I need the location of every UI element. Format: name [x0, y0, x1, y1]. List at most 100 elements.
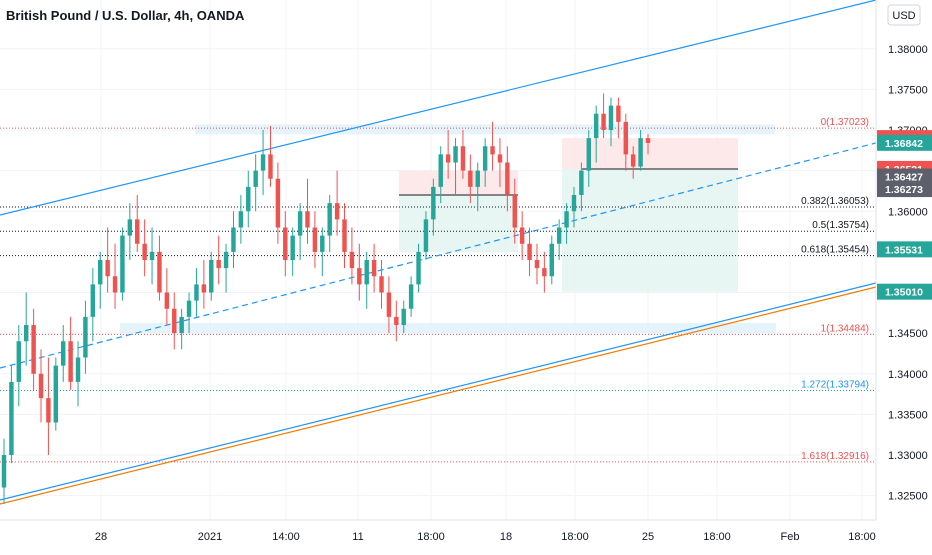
resistance-zone — [195, 124, 775, 135]
candle-body — [290, 235, 295, 260]
candle-body — [120, 235, 125, 293]
channel-mid-line — [0, 142, 877, 369]
candle-body — [616, 105, 621, 122]
candle-body — [1, 455, 7, 488]
candle-body — [38, 373, 44, 399]
candle-body — [172, 308, 177, 334]
candle-body — [9, 381, 14, 455]
support-zone — [120, 323, 776, 333]
candle-body — [23, 325, 29, 342]
fib-level-label: 1.618(1.32916) — [801, 451, 869, 462]
candle-body — [194, 284, 199, 301]
candle-body — [231, 227, 236, 252]
candle-body — [645, 138, 651, 143]
time-axis[interactable]: 28 2021 14:00 11 18:00 18 18:00 25 18:00 Feb 18:00 — [95, 531, 876, 543]
candle-body — [327, 203, 332, 236]
candle-body — [556, 227, 562, 244]
candle-body — [112, 276, 118, 293]
time-tick-label: Feb — [781, 531, 800, 543]
candle-body — [186, 300, 192, 317]
candle-body — [379, 276, 384, 293]
candle-body — [142, 243, 147, 260]
candle-body — [179, 316, 184, 334]
candle-body — [445, 154, 451, 163]
chart-title: British Pound / U.S. Dollar, 4h, OANDA — [6, 8, 245, 23]
candle-body — [638, 138, 643, 167]
time-tick-label: 18:00 — [417, 531, 445, 543]
candle-body — [334, 203, 340, 220]
time-axis-bg — [0, 520, 932, 550]
candle-body — [201, 284, 207, 293]
candle-body — [371, 260, 377, 277]
price-badge — [877, 241, 932, 258]
candle-body — [579, 170, 584, 195]
candle-body — [135, 219, 140, 244]
fib-level-label: 0(1.37023) — [821, 117, 869, 128]
target-zone-1 — [399, 195, 518, 252]
candle-body — [342, 219, 347, 252]
target-zone-2 — [562, 169, 738, 292]
candle-body — [98, 260, 103, 285]
currency-label: USD — [892, 10, 915, 22]
time-tick-label: 14:00 — [272, 531, 300, 543]
price-tick-label: 1.34000 — [888, 369, 928, 381]
candle-body — [46, 398, 51, 423]
time-tick-label: 18:00 — [561, 531, 589, 543]
candle-body — [630, 154, 636, 167]
candle-body — [542, 268, 547, 277]
candle-body — [216, 260, 221, 269]
candle-body — [305, 211, 310, 228]
fib-level-label: 0.618(1.35454) — [801, 245, 869, 256]
candle-body — [275, 178, 281, 228]
channel-top-line — [0, 0, 877, 216]
price-badge — [877, 168, 932, 185]
candle-body — [534, 260, 540, 269]
candle-body — [608, 105, 614, 130]
candle-body — [364, 260, 369, 285]
price-tick-label: 1.32500 — [888, 491, 928, 503]
candle-body — [53, 365, 59, 423]
candle-body — [408, 284, 414, 309]
price-badge-text: 1.35010 — [885, 287, 923, 299]
candle-body — [246, 186, 251, 212]
time-tick-label: 18:00 — [703, 531, 731, 543]
candle-body — [586, 138, 592, 171]
time-tick-label: 25 — [642, 531, 654, 543]
candle-body — [312, 227, 318, 252]
time-tick-label: 18:00 — [848, 531, 876, 543]
candle-body — [16, 341, 22, 382]
candle-body — [401, 308, 406, 325]
candle-body — [75, 357, 81, 382]
fib-labels: 0(1.37023) 0.382(1.36053) 0.5(1.35754) 0.61… — [801, 117, 869, 462]
candle-body — [564, 211, 569, 228]
candle-body — [31, 325, 36, 374]
candle-body — [497, 154, 503, 163]
price-badge-text: 1.36427 — [885, 172, 923, 184]
candle-body — [164, 292, 170, 309]
candle-body — [623, 121, 629, 155]
candle-body — [357, 268, 362, 285]
candle-body — [283, 227, 288, 260]
candle-body — [438, 154, 443, 187]
candle-body — [460, 146, 466, 171]
stop-zone-1 — [399, 170, 518, 195]
channel-bottom-line — [0, 282, 877, 501]
candle-body — [127, 219, 133, 236]
candle-body — [60, 341, 66, 366]
currency-button[interactable]: USD — [887, 4, 921, 26]
candle-body — [260, 154, 266, 171]
fib-level-label: 0.5(1.35754) — [812, 220, 869, 231]
candle-body — [475, 170, 480, 187]
candle-body — [549, 243, 554, 277]
candle-body — [593, 113, 599, 139]
price-axis-bg — [876, 0, 932, 520]
candle-body — [482, 146, 488, 171]
candle-body — [238, 211, 244, 228]
candles — [1, 93, 651, 504]
fib-level-label: 0.382(1.36053) — [801, 196, 869, 207]
price-tick-label: 1.33000 — [888, 450, 928, 462]
candle-body — [527, 243, 532, 260]
zones — [120, 124, 776, 333]
